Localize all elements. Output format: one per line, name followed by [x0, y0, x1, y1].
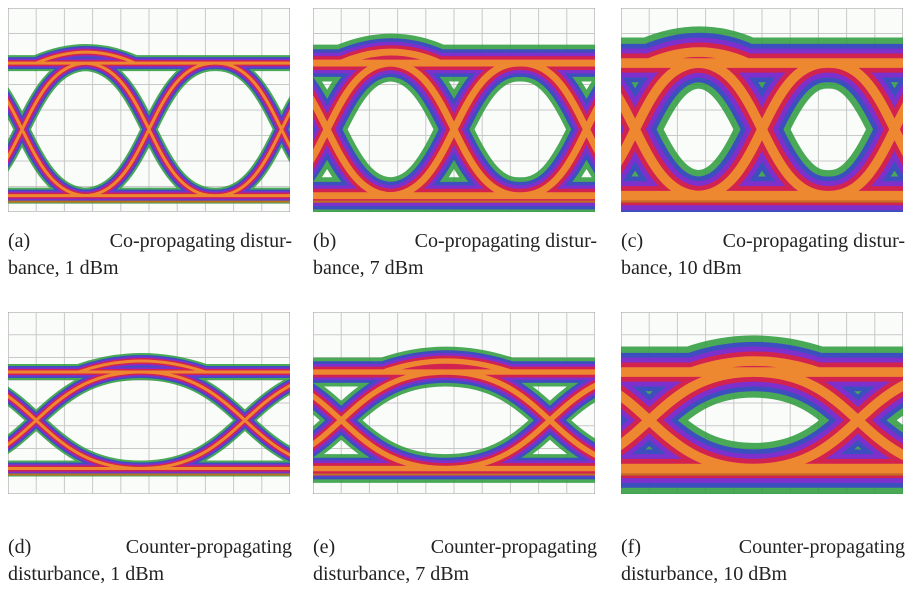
caption-label: (c): [621, 230, 644, 252]
caption: (f) Counter-propagating disturbance, 10 dB…: [621, 534, 905, 588]
caption: (c) Co-propagating distur-bance, 10 dBm: [621, 228, 905, 282]
trace: [621, 47, 903, 201]
caption-line: disturbance, 7 dBm: [313, 563, 470, 585]
trace: [621, 356, 903, 474]
traces: [8, 353, 290, 477]
eye-diagram: [621, 312, 903, 494]
caption-label: (f): [621, 536, 641, 558]
trace: [8, 50, 290, 198]
eye-diagram: [8, 312, 290, 494]
subfigure: (b) Co-propagating distur-bance, 7 dBm: [313, 8, 597, 282]
caption: (d) Counter-propagating disturbance, 1 dBm: [8, 534, 292, 588]
caption-text: Co-propagating distur-: [414, 230, 597, 252]
caption-line: bance, 10 dBm: [621, 257, 742, 279]
trace: [8, 359, 290, 471]
caption-line: (f) Counter-propagating: [621, 534, 905, 561]
caption-text: Counter-propagating: [430, 536, 597, 558]
caption-text: Co-propagating distur-: [722, 230, 905, 252]
subfigure: (a) Co-propagating distur-bance, 1 dBm: [8, 8, 292, 282]
caption-label: (e): [313, 536, 336, 558]
subfigure: (c) Co-propagating distur-bance, 10 dBm: [621, 8, 905, 282]
caption-line: bance, 1 dBm: [8, 257, 119, 279]
caption-text: Co-propagating distur-: [109, 230, 292, 252]
trace: [313, 48, 595, 200]
caption-text: Counter-propagating: [738, 536, 905, 558]
eye-diagram: [313, 8, 595, 212]
subfigure: (d) Counter-propagating disturbance, 1 dBm: [8, 312, 292, 588]
caption-label: (a): [8, 230, 31, 252]
subfigure: (e) Counter-propagating disturbance, 7 dBm: [313, 312, 597, 588]
traces: [8, 44, 290, 204]
subfigure: (f) Counter-propagating disturbance, 10 dB…: [621, 312, 905, 588]
caption-line: (d) Counter-propagating: [8, 534, 292, 561]
caption-label: (b): [313, 230, 337, 252]
caption-line: bance, 7 dBm: [313, 257, 424, 279]
caption: (b) Co-propagating distur-bance, 7 dBm: [313, 228, 597, 282]
traces: [621, 335, 903, 494]
caption-text: Counter-propagating: [125, 536, 292, 558]
traces: [313, 33, 595, 212]
caption-line: (c) Co-propagating distur-: [621, 228, 905, 255]
caption-label: (d): [8, 536, 32, 558]
eye-diagram: [621, 8, 903, 212]
caption-line: disturbance, 1 dBm: [8, 563, 165, 585]
caption: (e) Counter-propagating disturbance, 7 dBm: [313, 534, 597, 588]
traces: [313, 346, 595, 483]
caption-line: (b) Co-propagating distur-: [313, 228, 597, 255]
caption-line: (e) Counter-propagating: [313, 534, 597, 561]
eye-diagram: [8, 8, 290, 212]
trace: [313, 358, 595, 472]
caption-line: (a) Co-propagating distur-: [8, 228, 292, 255]
caption-line: disturbance, 10 dBm: [621, 563, 788, 585]
traces: [621, 26, 903, 212]
caption: (a) Co-propagating distur-bance, 1 dBm: [8, 228, 292, 282]
eye-diagram: [313, 312, 595, 494]
